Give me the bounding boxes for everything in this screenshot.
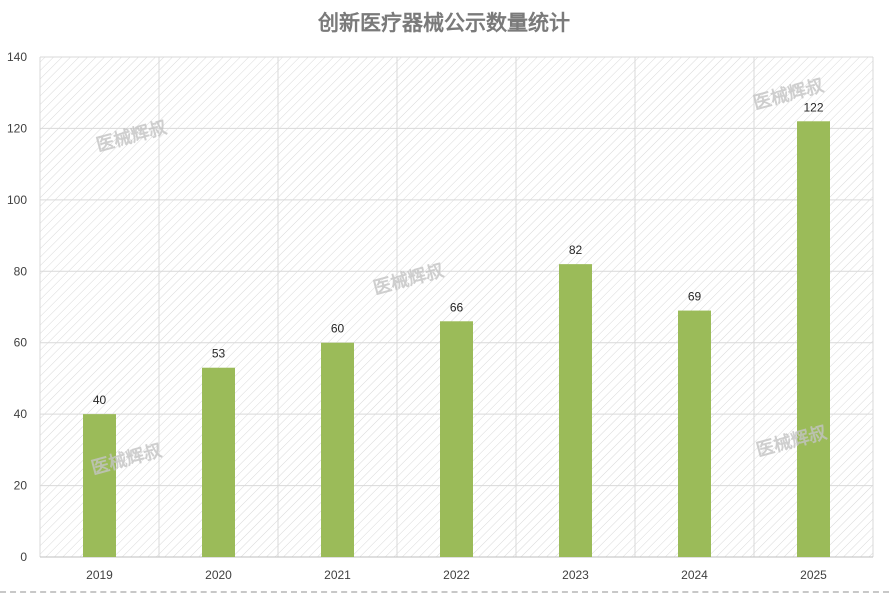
x-tick-label: 2024 [681, 568, 708, 582]
bar-2021 [321, 342, 354, 557]
data-label: 66 [450, 300, 464, 314]
y-tick-label: 100 [7, 193, 27, 207]
x-axis: 2019 2020 2021 2022 2023 2024 2025 [86, 568, 827, 582]
x-tick-label: 2025 [800, 568, 827, 582]
bottom-divider [0, 591, 889, 593]
data-label: 69 [688, 290, 702, 304]
bar-2023 [559, 264, 592, 557]
data-label: 60 [331, 322, 345, 336]
y-tick-label: 40 [14, 407, 28, 421]
bar-2022 [440, 321, 473, 557]
y-tick-label: 80 [14, 264, 28, 278]
data-label: 40 [93, 393, 107, 407]
data-label: 122 [803, 100, 823, 114]
bar-2025 [797, 121, 830, 558]
x-tick-label: 2021 [324, 568, 351, 582]
bar-2019 [83, 414, 116, 557]
data-labels: 40 53 60 66 82 69 122 [93, 100, 824, 407]
y-tick-label: 20 [14, 479, 28, 493]
y-tick-label: 140 [7, 50, 27, 64]
x-tick-label: 2020 [205, 568, 232, 582]
chart-title: 创新医疗器械公示数量统计 [317, 11, 570, 35]
x-tick-label: 2023 [562, 568, 589, 582]
y-tick-label: 120 [7, 121, 27, 135]
data-label: 82 [569, 243, 583, 257]
x-tick-label: 2022 [443, 568, 470, 582]
data-label: 53 [212, 347, 226, 361]
x-tick-label: 2019 [86, 568, 113, 582]
y-tick-label: 60 [14, 336, 28, 350]
y-tick-label: 0 [20, 550, 27, 564]
bar-2020 [202, 367, 235, 557]
bars [83, 121, 830, 558]
y-axis: 0 20 40 60 80 100 120 140 [7, 50, 27, 564]
bar-2024 [678, 310, 711, 557]
